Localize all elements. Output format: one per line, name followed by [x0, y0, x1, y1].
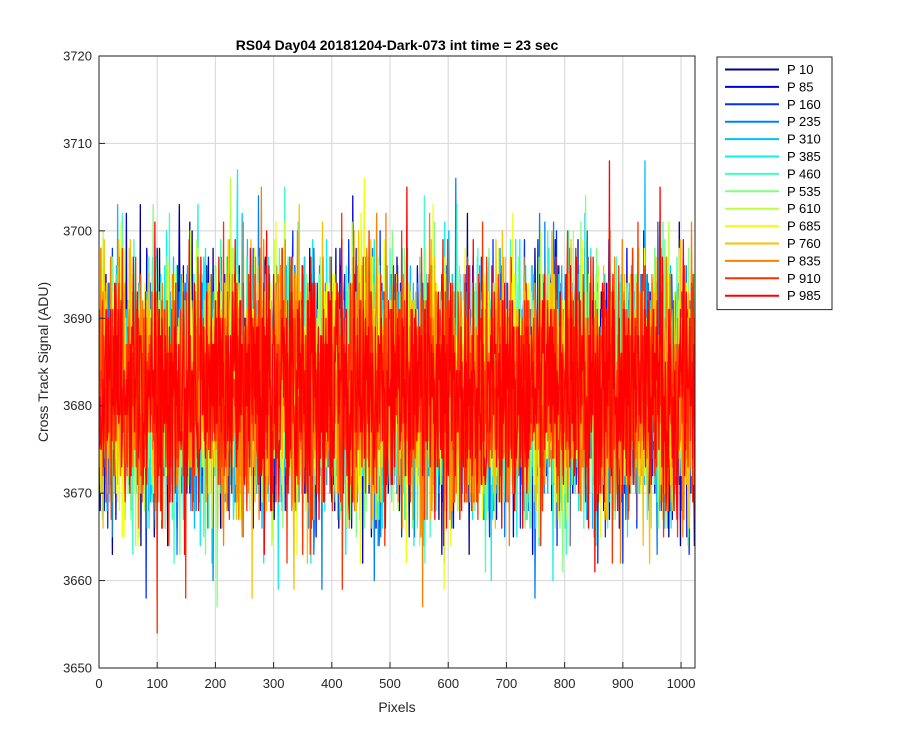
y-tick-label: 3700: [63, 223, 92, 238]
x-axis-ticks: 0 100 200 300 400 500 600 700 800 900 1000: [95, 662, 695, 691]
x-tick-label: 100: [146, 676, 168, 691]
x-tick-label: 400: [321, 676, 343, 691]
legend-entry-label: P 685: [787, 219, 821, 234]
series-line-p985: [99, 160, 695, 573]
legend-entry-label: P 760: [787, 236, 821, 251]
y-axis-label: Cross Track Signal (ADU): [35, 282, 51, 442]
x-tick-label: 0: [95, 676, 102, 691]
y-tick-label: 3690: [63, 311, 92, 326]
x-tick-label: 1000: [667, 676, 696, 691]
legend-entry-label: P 460: [787, 166, 821, 181]
x-tick-label: 800: [554, 676, 576, 691]
legend-entry-label: P 235: [787, 114, 821, 129]
chart-title: RS04 Day04 20181204-Dark-073 int time = …: [236, 37, 559, 53]
y-tick-label: 3670: [63, 486, 92, 501]
x-tick-label: 500: [379, 676, 401, 691]
x-tick-label: 600: [437, 676, 459, 691]
y-tick-label: 3710: [63, 136, 92, 151]
legend-entry-label: P 385: [787, 149, 821, 164]
legend-entry-label: P 610: [787, 201, 821, 216]
y-tick-label: 3680: [63, 398, 92, 413]
x-tick-label: 700: [496, 676, 518, 691]
legend-entry-label: P 835: [787, 253, 821, 268]
legend-entry-label: P 160: [787, 97, 821, 112]
legend-entry-label: P 985: [787, 288, 821, 303]
legend-entry-label: P 310: [787, 132, 821, 147]
x-tick-label: 200: [205, 676, 227, 691]
legend-entry-label: P 535: [787, 184, 821, 199]
y-tick-label: 3660: [63, 573, 92, 588]
x-axis-label: Pixels: [378, 699, 415, 715]
series-lines: [99, 160, 695, 634]
legend-entry-label: P 910: [787, 271, 821, 286]
y-tick-label: 3720: [63, 49, 92, 64]
y-axis-ticks: 3650 3660 3670 3680 3690 3700 3710 3720: [63, 49, 105, 676]
y-tick-label: 3650: [63, 661, 92, 676]
x-tick-label: 300: [263, 676, 285, 691]
x-tick-label: 900: [612, 676, 634, 691]
legend-box: [716, 56, 833, 311]
plot-frame: [98, 55, 696, 669]
legend-entry-label: P 85: [787, 79, 814, 94]
legend-entry-label: P 10: [787, 62, 814, 77]
legend: P 10 P 85 P 160 P 235 P 310 P 385 P 460 P 535 P …: [716, 56, 833, 311]
